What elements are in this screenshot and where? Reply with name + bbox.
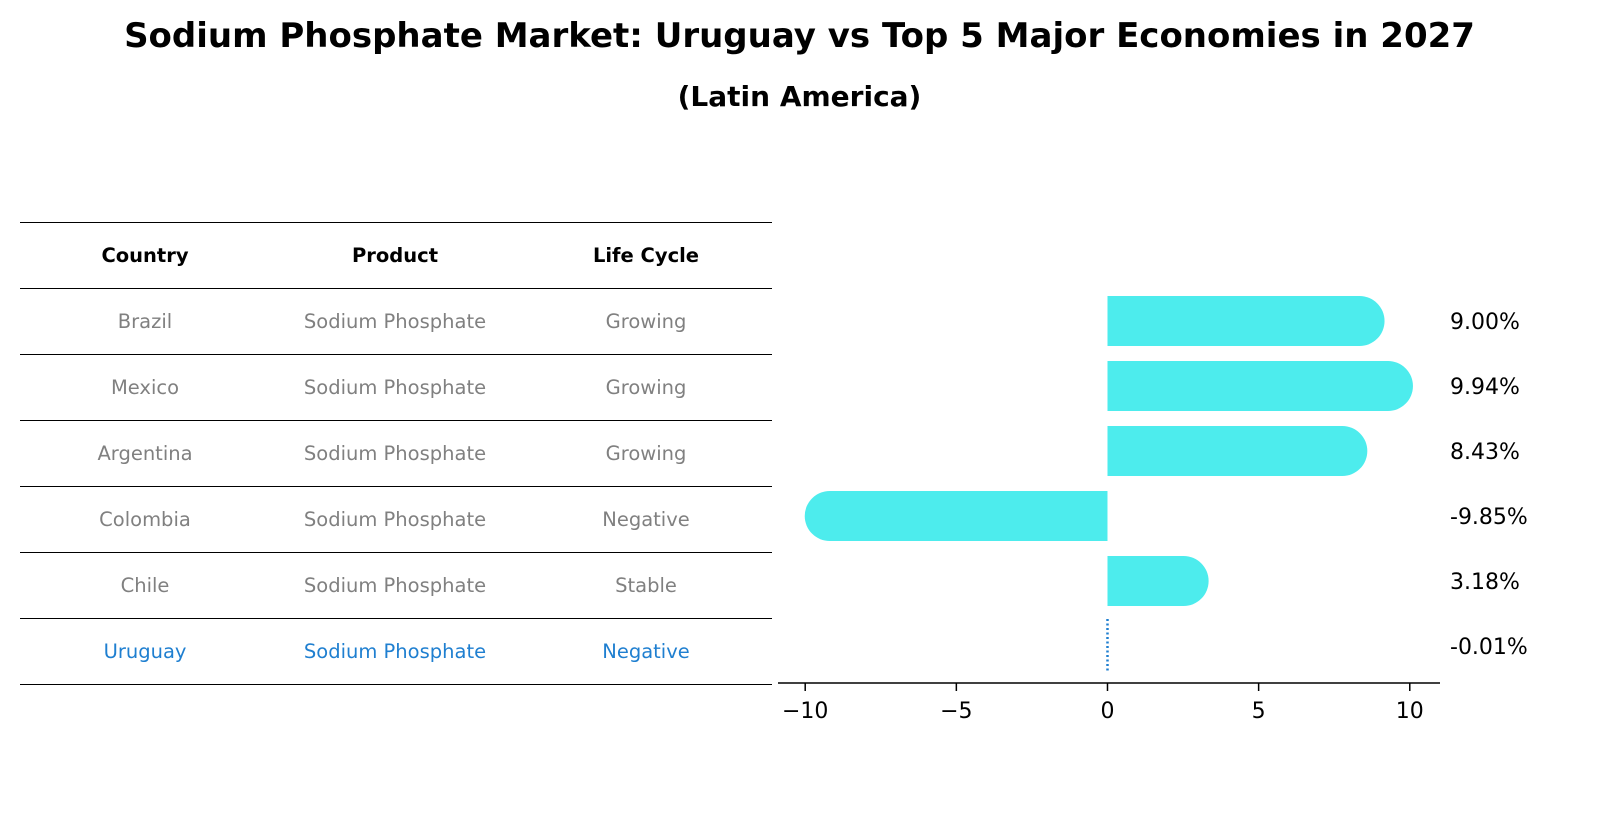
header-country: Country (20, 222, 270, 289)
x-tick-label: −5 (940, 699, 972, 724)
table-row-focus: Uruguay Sodium Phosphate Negative (20, 618, 772, 685)
cell-country: Colombia (20, 486, 270, 553)
bars-group (804, 296, 1413, 673)
value-label-chile: 3.18% (1450, 570, 1520, 595)
value-label-mexico: 9.94% (1450, 375, 1520, 400)
table-row: Colombia Sodium Phosphate Negative (20, 486, 772, 553)
bar-chile (1107, 556, 1209, 606)
cell-country: Argentina (20, 420, 270, 487)
x-tick-label: 10 (1396, 699, 1424, 724)
table-row: Mexico Sodium Phosphate Growing (20, 354, 772, 421)
cell-life-cycle: Stable (520, 552, 772, 619)
cell-product: Sodium Phosphate (270, 618, 520, 685)
cell-product: Sodium Phosphate (270, 354, 520, 421)
cell-life-cycle: Negative (520, 486, 772, 553)
x-ticks-group: −10 −5 0 5 10 (782, 683, 1424, 724)
bar-mexico (1107, 361, 1413, 411)
cell-country: Brazil (20, 288, 270, 355)
value-label-colombia: -9.85% (1450, 505, 1528, 530)
cell-product: Sodium Phosphate (270, 552, 520, 619)
cell-country: Chile (20, 552, 270, 619)
header-product: Product (270, 222, 520, 289)
cell-product: Sodium Phosphate (270, 486, 520, 553)
chart-subtitle: (Latin America) (677, 80, 922, 113)
cell-life-cycle: Growing (520, 420, 772, 487)
header-life-cycle: Life Cycle (520, 222, 772, 289)
cell-life-cycle: Negative (520, 618, 772, 685)
table-row: Chile Sodium Phosphate Stable (20, 552, 772, 619)
cell-life-cycle: Growing (520, 288, 772, 355)
chart-title: Sodium Phosphate Market: Uruguay vs Top … (124, 16, 1475, 56)
x-tick-label: −10 (782, 699, 828, 724)
cell-product: Sodium Phosphate (270, 420, 520, 487)
cell-life-cycle: Growing (520, 354, 772, 421)
bar-colombia (804, 491, 1108, 541)
value-label-brazil: 9.00% (1450, 310, 1520, 335)
value-labels-group: 9.00% 9.94% 8.43% -9.85% 3.18% -0.01% (1450, 310, 1528, 660)
cell-country: Mexico (20, 354, 270, 421)
x-tick-label: 5 (1252, 699, 1266, 724)
table-row: Brazil Sodium Phosphate Growing (20, 288, 772, 355)
cell-product: Sodium Phosphate (270, 288, 520, 355)
x-tick-label: 0 (1100, 699, 1114, 724)
cell-country: Uruguay (20, 618, 270, 685)
value-label-uruguay: -0.01% (1450, 635, 1528, 660)
bar-brazil (1107, 296, 1385, 346)
table-row: Argentina Sodium Phosphate Growing (20, 420, 772, 487)
value-label-argentina: 8.43% (1450, 440, 1520, 465)
bar-argentina (1107, 426, 1368, 476)
life-cycle-table: Country Product Life Cycle Brazil Sodium… (20, 222, 772, 685)
table-header-row: Country Product Life Cycle (20, 222, 772, 289)
